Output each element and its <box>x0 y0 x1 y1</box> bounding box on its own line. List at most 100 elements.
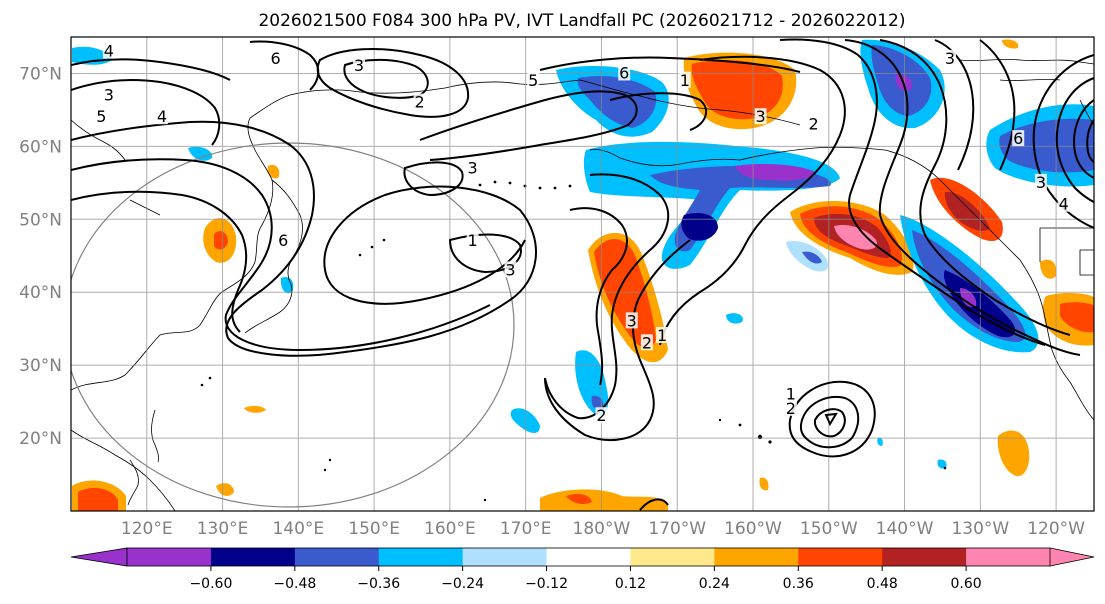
svg-text:1: 1 <box>657 326 667 345</box>
svg-text:3: 3 <box>354 56 364 75</box>
colorbar-tick-label: −0.24 <box>441 576 484 592</box>
pv-positive-region <box>214 231 228 250</box>
pv-positive-region <box>691 60 783 120</box>
svg-text:3: 3 <box>945 49 955 68</box>
latitude-tick-label: 30°N <box>19 356 62 376</box>
colorbar-tick-label: −0.48 <box>273 576 316 592</box>
pv-positive-region <box>78 487 118 511</box>
longitude-tick-label: 120°W <box>1027 519 1085 539</box>
contour-label: 3 <box>102 85 115 104</box>
pv-negative-region <box>735 164 815 181</box>
pv-negative-region <box>960 288 977 308</box>
svg-text:1: 1 <box>680 71 690 90</box>
colorbar-segment <box>714 548 799 566</box>
colorbar-segment <box>966 548 1051 566</box>
longitude-tick-label: 160°W <box>724 519 782 539</box>
colorbar-tick-label: 0.60 <box>951 576 982 592</box>
contour-label: 3 <box>466 158 479 177</box>
gridlines <box>71 37 1094 511</box>
latitude-tick-label: 20°N <box>19 429 62 449</box>
contour-label: 2 <box>807 115 820 134</box>
svg-text:3: 3 <box>1036 173 1046 192</box>
contour-label: 2 <box>413 93 426 112</box>
latitude-tick-label: 40°N <box>19 283 62 303</box>
latitude-tick-label: 60°N <box>19 137 62 157</box>
colorbar-segment <box>127 548 212 566</box>
longitude-tick-labels: 120°E 130°E 140°E 150°E 160°E 170°E 180°W 170°W… <box>121 519 1085 539</box>
pv-positive-region <box>267 164 280 179</box>
svg-text:6: 6 <box>278 231 288 250</box>
colorbar: −0.60 −0.48 −0.36 −0.24 −0.12 0.12 0.24 0.36 0.4… <box>70 547 1095 592</box>
svg-text:3: 3 <box>104 85 114 104</box>
pv-negative-region <box>681 212 718 241</box>
longitude-tick-label: 150°W <box>800 519 858 539</box>
pv-positive-region <box>216 483 234 496</box>
contour-label: 1 <box>784 384 797 403</box>
pv-positive-region <box>566 494 592 504</box>
longitude-tick-label: 170°W <box>648 519 706 539</box>
contour-label: 5 <box>527 71 540 90</box>
pv-positive-region <box>594 239 656 348</box>
contour-label: 6 <box>618 63 631 82</box>
pv-positive-region <box>1040 259 1057 279</box>
pv-negative-region <box>188 146 213 161</box>
contour-label: 3 <box>352 56 365 75</box>
contour-label: 3 <box>944 49 957 68</box>
svg-text:4: 4 <box>104 42 114 61</box>
highlight-circle <box>71 142 515 508</box>
svg-text:3: 3 <box>468 158 478 177</box>
colorbar-segment <box>294 548 380 566</box>
colorbar-segment <box>378 548 464 566</box>
pv-positive-region <box>759 477 769 491</box>
colorbar-segment <box>462 548 548 566</box>
latitude-tick-label: 50°N <box>19 210 62 230</box>
contour-label: 4 <box>1057 195 1070 214</box>
longitude-tick-label: 140°E <box>272 519 324 539</box>
pv-negative-region <box>726 313 743 324</box>
pv-negative-region <box>877 437 883 446</box>
contour-label: 3 <box>504 260 517 279</box>
pv-negative-region <box>280 276 294 294</box>
longitude-tick-label: 130°W <box>951 519 1009 539</box>
contour-label: 6 <box>269 49 282 68</box>
contour-label: 3 <box>625 311 638 330</box>
svg-text:4: 4 <box>1059 195 1069 214</box>
svg-text:2: 2 <box>786 399 796 418</box>
longitude-tick-label: 150°E <box>348 519 400 539</box>
map-title: 2026021500 F084 300 hPa PV, IVT Landfall… <box>258 11 905 31</box>
longitude-tick-label: 140°W <box>876 519 934 539</box>
pv-negative-region <box>802 251 822 264</box>
contour-label: 2 <box>784 399 797 418</box>
svg-text:6: 6 <box>619 63 629 82</box>
contour-label: 3 <box>754 107 767 126</box>
svg-text:1: 1 <box>786 384 796 403</box>
longitude-tick-label: 170°E <box>500 519 552 539</box>
colorbar-segment <box>546 548 631 566</box>
colorbar-segment <box>210 548 296 566</box>
svg-text:3: 3 <box>505 260 515 279</box>
svg-text:6: 6 <box>271 49 281 68</box>
pv-contours <box>71 38 1094 511</box>
colorbar-tick-label: −0.12 <box>525 576 568 592</box>
svg-text:2: 2 <box>809 115 819 134</box>
map-frame <box>70 36 1095 512</box>
colorbar-extend-high <box>1049 547 1095 567</box>
pv-positive-region <box>1060 302 1094 333</box>
pv-positive-region <box>834 224 877 250</box>
colorbar-tick-label: 0.36 <box>783 576 814 592</box>
longitude-tick-label: 130°E <box>197 519 249 539</box>
pv-positive-region <box>244 405 266 413</box>
contour-label: 3 <box>1034 173 1047 192</box>
svg-text:3: 3 <box>755 107 765 126</box>
latitude-tick-labels: 20°N 30°N 40°N 50°N 60°N 70°N <box>19 64 62 449</box>
longitude-tick-label: 160°E <box>424 519 476 539</box>
colorbar-tick-label: −0.36 <box>357 576 400 592</box>
colorbar-tick-label: 0.48 <box>867 576 898 592</box>
svg-text:6: 6 <box>1013 129 1023 148</box>
colorbar-segment <box>882 548 967 566</box>
colorbar-extend-low <box>70 547 128 567</box>
colorbar-segment <box>630 548 715 566</box>
contour-label: 2 <box>640 333 653 352</box>
contour-label: 2 <box>595 406 608 425</box>
